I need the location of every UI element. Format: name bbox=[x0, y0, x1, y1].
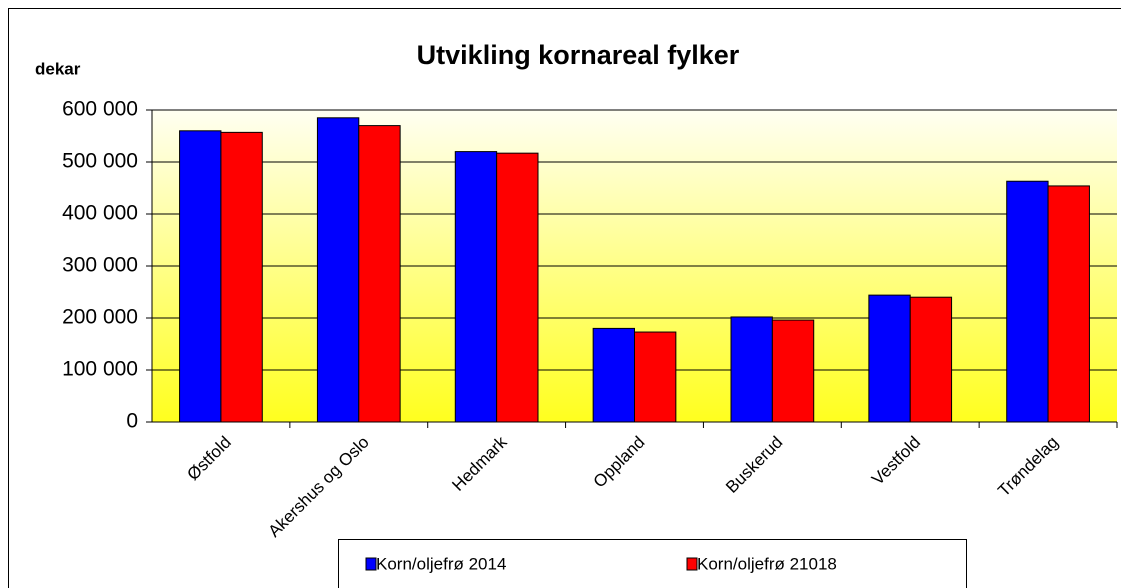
y-axis-label: dekar bbox=[35, 59, 81, 78]
bar bbox=[220, 131, 263, 423]
legend-box bbox=[338, 539, 967, 588]
bar bbox=[1047, 185, 1090, 423]
bar bbox=[909, 296, 953, 423]
y-tick-label: 600 000 bbox=[62, 98, 138, 121]
bar bbox=[868, 294, 911, 423]
legend-label: Korn/oljefrø 21018 bbox=[697, 554, 837, 573]
chart-title: Utvikling kornareal fylker bbox=[417, 40, 740, 70]
bar bbox=[730, 316, 773, 423]
bar bbox=[1006, 180, 1049, 423]
bar bbox=[316, 117, 360, 423]
bar bbox=[592, 327, 636, 423]
legend-swatch bbox=[365, 557, 377, 571]
y-tick-label: 300 000 bbox=[62, 254, 138, 277]
bar bbox=[454, 151, 498, 423]
bar bbox=[771, 319, 815, 423]
bar bbox=[358, 125, 401, 423]
legend-label: Korn/oljefrø 2014 bbox=[376, 554, 506, 573]
y-tick-label: 500 000 bbox=[62, 150, 138, 173]
bar bbox=[496, 152, 539, 423]
y-tick-label: 400 000 bbox=[62, 202, 138, 225]
legend-swatch bbox=[686, 557, 698, 571]
y-tick-label: 0 bbox=[126, 410, 138, 433]
y-tick-label: 200 000 bbox=[62, 306, 138, 329]
bar bbox=[634, 331, 677, 423]
y-tick-label: 100 000 bbox=[62, 358, 138, 381]
bar bbox=[179, 130, 222, 423]
